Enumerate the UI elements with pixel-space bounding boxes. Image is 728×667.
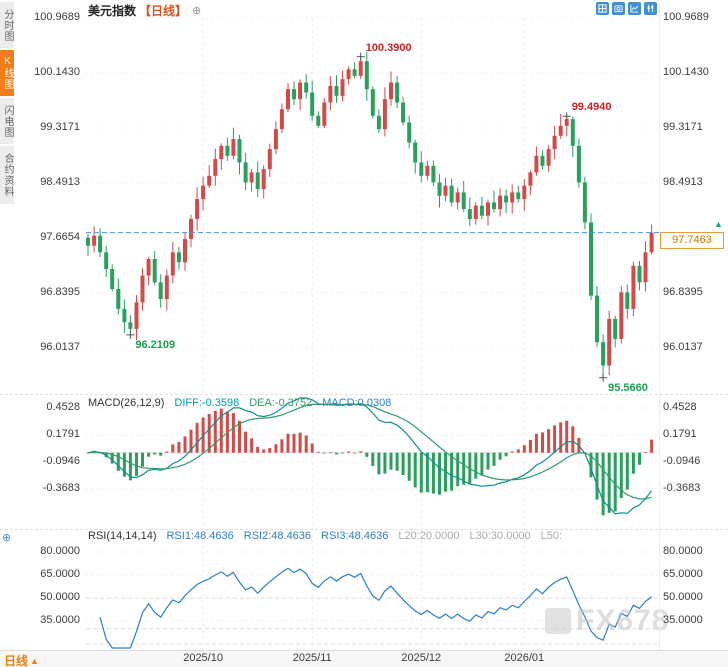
x-axis-bar	[0, 650, 728, 667]
rsi-title: RSI(14,14,14)	[88, 530, 157, 542]
y-axis-label: 100.9689	[34, 11, 80, 23]
y-axis-label: 96.0137	[40, 341, 80, 353]
macd-axis-label: -0.0946	[42, 455, 80, 467]
macd-axis-label: 0.4528	[663, 401, 697, 413]
macd-title: MACD(26,12,9)	[88, 397, 165, 409]
sidebar-item-label: 分时图	[2, 8, 13, 42]
sidebar-item-time-chart[interactable]: 分时图	[0, 2, 14, 48]
sidebar-item-contract-info[interactable]: 合约资料	[0, 146, 14, 204]
y-axis-label: 100.1430	[34, 66, 80, 78]
sidebar-item-label: 闪电图	[2, 104, 13, 138]
rsi-axis-label: 35.0000	[40, 614, 80, 626]
macd-diff-value: DIFF:-0.3598	[174, 397, 240, 409]
x-axis-label: 2026/01	[504, 652, 545, 664]
rsi-axis-label: 65.0000	[40, 568, 80, 580]
period-tag: 【日线】	[139, 4, 188, 18]
price-direction-arrow-icon: ▲	[714, 219, 723, 229]
price-annotation: 96.2109	[135, 338, 176, 351]
screenshot-icon[interactable]	[612, 2, 625, 15]
sidebar-item-flash-chart[interactable]: 闪电图	[0, 98, 14, 144]
candlestick-icon[interactable]	[644, 2, 657, 15]
watermark-logo	[545, 608, 571, 634]
line-chart-icon[interactable]	[628, 2, 641, 15]
y-axis-label: 96.0137	[663, 341, 703, 353]
rsi-axis-label: 80.0000	[40, 545, 80, 557]
price-annotation: 99.4940	[571, 101, 612, 114]
y-axis-label: 99.3171	[40, 121, 80, 133]
macd-axis-label: 0.1791	[663, 428, 697, 440]
rsi-l30-value: L30:30.0000	[469, 530, 531, 542]
watermark: FX678	[545, 604, 669, 638]
period-label: 日线	[4, 654, 29, 667]
y-axis-label: 98.4913	[663, 176, 703, 188]
watermark-text: FX678	[576, 604, 670, 637]
sidebar-item-label: 合约资料	[2, 153, 13, 197]
chart-toolbar	[596, 2, 657, 15]
price-annotation: 95.5660	[608, 381, 648, 394]
period-arrow-icon: ▲	[30, 655, 39, 666]
macd-axis-label: -0.3683	[663, 482, 701, 494]
rsi-axis-label: 65.0000	[663, 568, 703, 580]
layout-grid-icon[interactable]	[596, 2, 609, 15]
symbol-name: 美元指数	[88, 4, 137, 18]
rsi-l20-value: L20:20.0000	[398, 530, 460, 542]
y-axis-label: 98.4913	[40, 176, 80, 188]
y-axis-label: 99.3171	[663, 121, 703, 133]
macd-axis-label: -0.3683	[42, 482, 80, 494]
macd-axis-label: 0.4528	[46, 401, 80, 413]
panel-settings-icon[interactable]: ⊕	[2, 532, 12, 544]
macd-axis-label: 0.1791	[46, 428, 80, 440]
period-selector[interactable]: 日线 ▲	[4, 652, 39, 667]
rsi2-value: RSI2:48.4636	[243, 530, 312, 542]
price-annotation: 100.3900	[365, 41, 412, 54]
rsi-axis-label: 35.0000	[663, 614, 703, 626]
x-axis-label: 2025/10	[183, 652, 223, 664]
y-axis-label: 96.8395	[40, 286, 80, 298]
rsi-axis-label: 50.0000	[663, 591, 703, 603]
rsi1-value: RSI1:48.4636	[166, 530, 234, 542]
rsi-axis-label: 80.0000	[663, 545, 703, 557]
rsi-axis-label: 50.0000	[40, 591, 80, 603]
axis-divider	[659, 0, 660, 650]
sidebar-item-label: K线图	[2, 56, 13, 90]
macd-axis-label: -0.0946	[663, 455, 701, 467]
macd-header: MACD(26,12,9) DIFF:-0.3598 DEA:-0.3752 M…	[88, 397, 391, 409]
y-axis-label: 97.6654	[40, 231, 80, 243]
panel-divider	[0, 394, 728, 395]
panel-divider	[0, 529, 728, 530]
macd-dea-value: DEA:-0.3752	[249, 397, 313, 409]
rsi3-value: RSI3:48.4636	[321, 530, 389, 542]
x-axis-label: 2025/12	[401, 652, 442, 664]
y-axis-label: 100.9689	[663, 11, 709, 23]
chart-title: 美元指数 【日线】 ⊕	[88, 2, 201, 19]
current-price-tag: 97.7463	[660, 232, 724, 249]
sidebar-item-kline-chart[interactable]: K线图	[0, 50, 14, 96]
y-axis-label: 96.8395	[663, 286, 703, 298]
x-axis-label: 2025/11	[292, 652, 332, 664]
add-indicator-icon[interactable]: ⊕	[192, 5, 202, 17]
y-axis-label: 100.1430	[663, 66, 709, 78]
rsi-header: RSI(14,14,14) RSI1:48.4636 RSI2:48.4636 …	[88, 530, 562, 542]
rsi-l50-value: L50:	[540, 530, 563, 542]
macd-hist-value: MACD:0.0308	[322, 397, 392, 409]
